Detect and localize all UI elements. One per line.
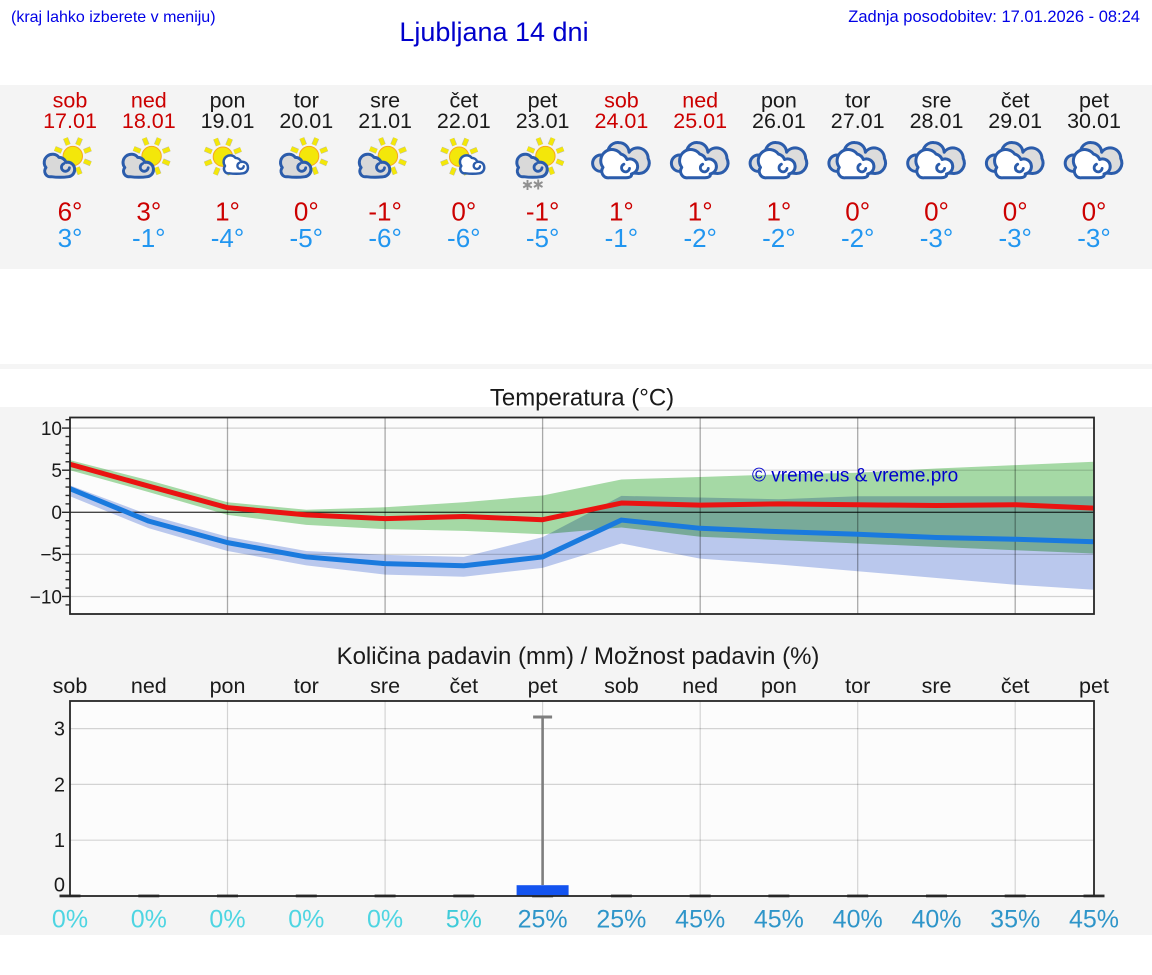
svg-text:26.01: 26.01: [752, 109, 806, 133]
svg-text:3°: 3°: [58, 223, 83, 253]
svg-text:sre: sre: [370, 674, 400, 698]
svg-text:sre: sre: [370, 89, 400, 113]
svg-text:35%: 35%: [990, 906, 1040, 934]
svg-text:45%: 45%: [675, 906, 725, 934]
svg-text:0%: 0%: [131, 906, 167, 934]
svg-text:−10: −10: [30, 587, 62, 608]
svg-text:0%: 0%: [367, 906, 403, 934]
svg-text:21.01: 21.01: [358, 109, 412, 133]
svg-text:45%: 45%: [1069, 906, 1119, 934]
svg-text:0%: 0%: [209, 906, 245, 934]
svg-text:tor: tor: [294, 674, 319, 698]
svg-text:ned: ned: [682, 674, 718, 698]
svg-text:3°: 3°: [136, 197, 161, 227]
svg-text:0°: 0°: [924, 197, 949, 227]
svg-text:6°: 6°: [58, 197, 83, 227]
svg-text:5%: 5%: [446, 906, 482, 934]
svg-text:40%: 40%: [911, 906, 961, 934]
svg-text:1°: 1°: [609, 197, 634, 227]
svg-text:-6°: -6°: [447, 223, 481, 253]
svg-text:čet: čet: [1001, 674, 1030, 698]
svg-text:sob: sob: [53, 674, 88, 698]
svg-text:0%: 0%: [52, 906, 88, 934]
svg-text:1°: 1°: [766, 197, 791, 227]
svg-text:pon: pon: [761, 674, 797, 698]
svg-text:-1°: -1°: [132, 223, 166, 253]
svg-text:0°: 0°: [451, 197, 476, 227]
svg-text:tor: tor: [845, 89, 870, 113]
svg-text:ned: ned: [682, 89, 718, 113]
svg-text:25%: 25%: [596, 906, 646, 934]
svg-text:-2°: -2°: [683, 223, 717, 253]
svg-text:40%: 40%: [833, 906, 883, 934]
svg-text:28.01: 28.01: [910, 109, 964, 133]
svg-text:23.01: 23.01: [516, 109, 570, 133]
svg-text:27.01: 27.01: [831, 109, 885, 133]
svg-text:1°: 1°: [688, 197, 713, 227]
svg-text:pon: pon: [761, 89, 797, 113]
svg-text:10: 10: [41, 419, 62, 440]
svg-text:2: 2: [54, 774, 65, 796]
svg-text:Zadnja posodobitev: 17.01.2026: Zadnja posodobitev: 17.01.2026 - 08:24: [848, 8, 1140, 26]
svg-text:-3°: -3°: [998, 223, 1032, 253]
svg-text:0%: 0%: [288, 906, 324, 934]
svg-text:-1°: -1°: [526, 197, 560, 227]
svg-text:tor: tor: [845, 674, 870, 698]
svg-text:© vreme.us & vreme.pro: © vreme.us & vreme.pro: [752, 466, 958, 487]
svg-text:Temperatura (°C): Temperatura (°C): [490, 385, 674, 412]
svg-text:-3°: -3°: [920, 223, 954, 253]
svg-text:-3°: -3°: [1077, 223, 1111, 253]
svg-text:0: 0: [51, 503, 62, 524]
svg-text:-2°: -2°: [762, 223, 796, 253]
svg-text:−5: −5: [40, 545, 62, 566]
svg-text:(kraj lahko izberete v meniju): (kraj lahko izberete v meniju): [11, 9, 216, 26]
svg-text:sob: sob: [604, 89, 639, 113]
svg-text:22.01: 22.01: [437, 109, 491, 133]
svg-text:-5°: -5°: [526, 223, 560, 253]
svg-text:pet: pet: [1079, 89, 1109, 113]
svg-text:25.01: 25.01: [673, 109, 727, 133]
svg-text:1: 1: [54, 830, 65, 852]
svg-text:pet: pet: [1079, 674, 1109, 698]
svg-text:0: 0: [54, 875, 65, 897]
svg-text:čet: čet: [449, 674, 478, 698]
svg-text:0°: 0°: [1003, 197, 1028, 227]
svg-text:-5°: -5°: [290, 223, 324, 253]
svg-text:0°: 0°: [1082, 197, 1107, 227]
svg-text:19.01: 19.01: [201, 109, 255, 133]
svg-text:čet: čet: [1001, 89, 1030, 113]
svg-text:1°: 1°: [215, 197, 240, 227]
svg-text:-1°: -1°: [605, 223, 639, 253]
svg-text:5: 5: [51, 461, 62, 482]
svg-text:29.01: 29.01: [988, 109, 1042, 133]
svg-text:sob: sob: [53, 89, 88, 113]
svg-text:3: 3: [54, 719, 65, 741]
svg-text:sob: sob: [604, 674, 639, 698]
svg-text:sre: sre: [922, 674, 952, 698]
svg-text:17.01: 17.01: [43, 109, 97, 133]
svg-text:18.01: 18.01: [122, 109, 176, 133]
svg-text:pet: pet: [528, 89, 558, 113]
svg-text:-2°: -2°: [841, 223, 875, 253]
svg-text:-6°: -6°: [368, 223, 402, 253]
svg-text:-1°: -1°: [368, 197, 402, 227]
svg-text:0°: 0°: [845, 197, 870, 227]
svg-text:čet: čet: [449, 89, 478, 113]
svg-text:Količina padavin (mm) / Možnos: Količina padavin (mm) / Možnost padavin …: [337, 643, 820, 670]
svg-text:20.01: 20.01: [279, 109, 333, 133]
svg-text:25%: 25%: [518, 906, 568, 934]
svg-text:0°: 0°: [294, 197, 319, 227]
svg-text:pon: pon: [210, 674, 246, 698]
svg-text:ned: ned: [131, 674, 167, 698]
svg-text:24.01: 24.01: [594, 109, 648, 133]
svg-text:tor: tor: [294, 89, 319, 113]
svg-text:pon: pon: [210, 89, 246, 113]
svg-text:-4°: -4°: [211, 223, 245, 253]
svg-text:ned: ned: [131, 89, 167, 113]
svg-text:sre: sre: [922, 89, 952, 113]
svg-text:Ljubljana 14 dni: Ljubljana 14 dni: [399, 17, 588, 47]
svg-text:45%: 45%: [754, 906, 804, 934]
svg-text:pet: pet: [528, 674, 558, 698]
svg-text:30.01: 30.01: [1067, 109, 1121, 133]
